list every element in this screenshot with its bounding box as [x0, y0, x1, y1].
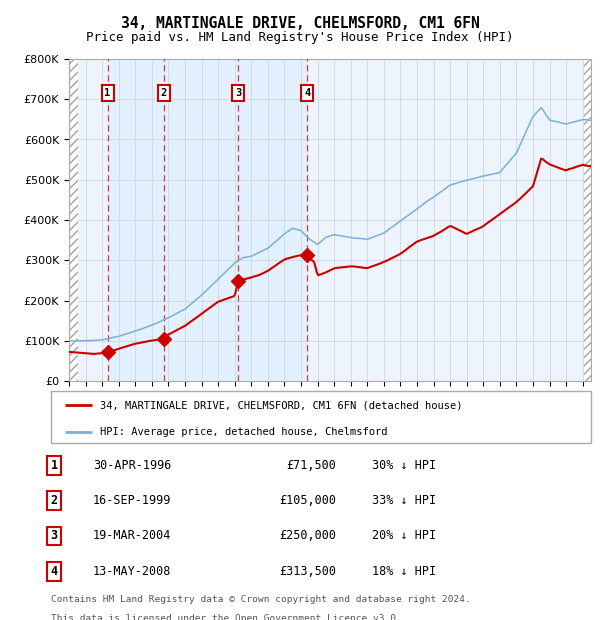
Bar [107, 59, 164, 381]
Line: 34, MARTINGALE DRIVE, CHELMSFORD, CM1 6FN (detached house): 34, MARTINGALE DRIVE, CHELMSFORD, CM1 6F… [69, 159, 591, 354]
Text: 4: 4 [304, 88, 310, 98]
Text: 4: 4 [50, 565, 58, 578]
Bar [584, 59, 591, 381]
34, MARTINGALE DRIVE, CHELMSFORD, CM1 6FN (detached house) [565, 166, 572, 173]
34, MARTINGALE DRIVE, CHELMSFORD, CM1 6FN (detached house) [65, 348, 73, 355]
Bar [238, 59, 307, 381]
Text: 16-SEP-1999: 16-SEP-1999 [93, 494, 172, 507]
HPI: Average price, detached house, Chelmsford: (2e+03, 1.01e+05): Average price, detached house, Chelmsfor… [82, 337, 89, 345]
34, MARTINGALE DRIVE, CHELMSFORD, CM1 6FN (detached house) [587, 162, 595, 170]
Text: Price paid vs. HM Land Registry's House Price Index (HPI): Price paid vs. HM Land Registry's House … [86, 31, 514, 44]
Text: 30% ↓ HPI: 30% ↓ HPI [372, 459, 436, 472]
Text: 13-MAY-2008: 13-MAY-2008 [93, 565, 172, 578]
Text: 20% ↓ HPI: 20% ↓ HPI [372, 529, 436, 542]
HPI: Average price, detached house, Chelmsford: (2.03e+03, 6.48e+05): Average price, detached house, Chelmsfor… [587, 117, 595, 124]
Text: £250,000: £250,000 [279, 529, 336, 542]
Text: Contains HM Land Registry data © Crown copyright and database right 2024.: Contains HM Land Registry data © Crown c… [51, 595, 471, 604]
34, MARTINGALE DRIVE, CHELMSFORD, CM1 6FN (detached house) [571, 164, 578, 171]
Bar [69, 59, 78, 381]
34, MARTINGALE DRIVE, CHELMSFORD, CM1 6FN (detached house) [538, 155, 545, 162]
Text: HPI: Average price, detached house, Chelmsford: HPI: Average price, detached house, Chel… [100, 427, 387, 436]
Text: 33% ↓ HPI: 33% ↓ HPI [372, 494, 436, 507]
Text: 34, MARTINGALE DRIVE, CHELMSFORD, CM1 6FN (detached house): 34, MARTINGALE DRIVE, CHELMSFORD, CM1 6F… [100, 401, 462, 410]
HPI: Average price, detached house, Chelmsford: (2.02e+03, 6.43e+05): Average price, detached house, Chelmsfor… [569, 118, 577, 126]
HPI: Average price, detached house, Chelmsford: (2.01e+03, 3.46e+05): Average price, detached house, Chelmsfor… [272, 238, 279, 246]
Line: HPI: Average price, detached house, Chelmsford: HPI: Average price, detached house, Chel… [69, 108, 591, 341]
Text: £105,000: £105,000 [279, 494, 336, 507]
Bar [164, 59, 238, 381]
Text: 18% ↓ HPI: 18% ↓ HPI [372, 565, 436, 578]
HPI: Average price, detached house, Chelmsford: (1.99e+03, 1e+05): Average price, detached house, Chelmsfor… [65, 337, 73, 345]
Text: £71,500: £71,500 [286, 459, 336, 472]
34, MARTINGALE DRIVE, CHELMSFORD, CM1 6FN (detached house) [82, 350, 89, 357]
Text: 1: 1 [104, 88, 111, 98]
Text: 2: 2 [50, 494, 58, 507]
34, MARTINGALE DRIVE, CHELMSFORD, CM1 6FN (detached house) [273, 261, 280, 268]
Text: 1: 1 [50, 459, 58, 472]
HPI: Average price, detached house, Chelmsford: (2.02e+03, 6.39e+05): Average price, detached house, Chelmsfor… [564, 120, 571, 128]
Text: 3: 3 [235, 88, 241, 98]
34, MARTINGALE DRIVE, CHELMSFORD, CM1 6FN (detached house) [355, 264, 362, 271]
HPI: Average price, detached house, Chelmsford: (2.01e+03, 3.82e+05): Average price, detached house, Chelmsfor… [388, 224, 395, 231]
Text: 30-APR-1996: 30-APR-1996 [93, 459, 172, 472]
HPI: Average price, detached house, Chelmsford: (2.02e+03, 6.79e+05): Average price, detached house, Chelmsfor… [538, 104, 545, 112]
Text: 34, MARTINGALE DRIVE, CHELMSFORD, CM1 6FN: 34, MARTINGALE DRIVE, CHELMSFORD, CM1 6F… [121, 16, 479, 30]
Text: This data is licensed under the Open Government Licence v3.0.: This data is licensed under the Open Gov… [51, 614, 402, 620]
Text: 2: 2 [160, 88, 167, 98]
HPI: Average price, detached house, Chelmsford: (2.01e+03, 3.55e+05): Average price, detached house, Chelmsfor… [353, 234, 361, 242]
Text: £313,500: £313,500 [279, 565, 336, 578]
Text: 19-MAR-2004: 19-MAR-2004 [93, 529, 172, 542]
Text: 3: 3 [50, 529, 58, 542]
34, MARTINGALE DRIVE, CHELMSFORD, CM1 6FN (detached house) [91, 350, 98, 358]
34, MARTINGALE DRIVE, CHELMSFORD, CM1 6FN (detached house) [389, 254, 397, 261]
